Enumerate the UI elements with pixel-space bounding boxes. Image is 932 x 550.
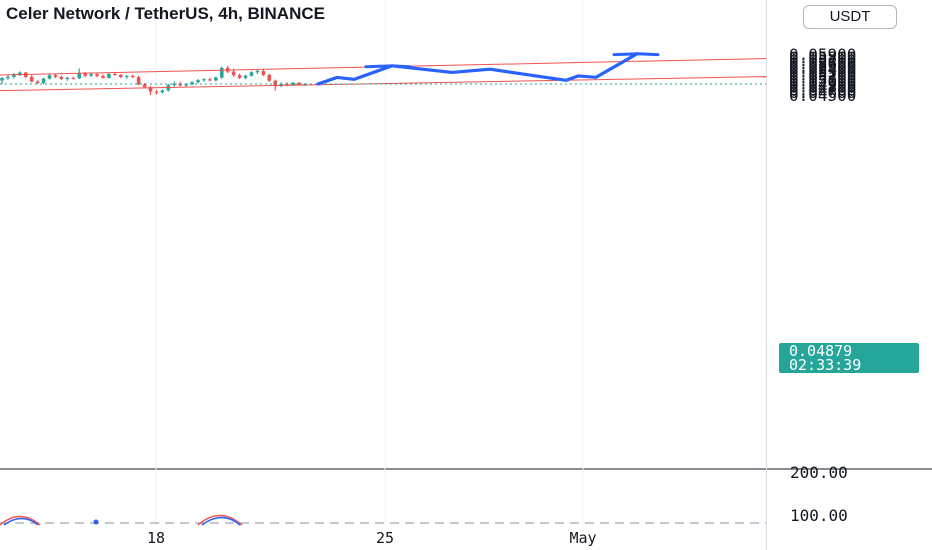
price-tick-label: 0.04500 — [789, 86, 856, 105]
candle-body — [107, 73, 111, 78]
time-tick-label: 25 — [376, 529, 394, 547]
candle-body — [291, 82, 295, 85]
candle-body — [12, 74, 16, 77]
candle-body — [273, 80, 278, 87]
candle-body — [219, 67, 224, 78]
candle-body — [178, 83, 182, 86]
candle-body — [190, 82, 194, 85]
candle-body — [237, 75, 242, 78]
candle-body — [29, 76, 34, 82]
price-tick-label: 0.04900 — [789, 74, 856, 93]
price-tick-label: 0.04600 — [789, 83, 856, 102]
time-axis[interactable]: 18 25 May — [147, 529, 597, 547]
candle-body — [214, 77, 218, 81]
time-tick-label: 18 — [147, 529, 165, 547]
candle-body — [136, 77, 141, 85]
candle-body — [231, 71, 236, 76]
channel-lower-line — [0, 76, 767, 92]
candle-body — [154, 91, 159, 93]
candle-body — [41, 78, 46, 84]
candle-body — [71, 77, 76, 79]
price-tick-label: 0.05100 — [789, 69, 856, 88]
candle-body — [255, 71, 260, 73]
price-tick-label: 0.05900 — [789, 45, 856, 64]
indicator-pane — [0, 514, 766, 526]
candle-body — [130, 76, 135, 78]
candle-body — [184, 84, 188, 86]
indicator-wave-left — [0, 515, 41, 526]
time-tick-label: May — [569, 529, 596, 547]
last-price-value: 0.04879 — [789, 342, 853, 360]
price-tick-label: 0.04800 — [789, 77, 856, 96]
price-tick-label: 0.04700 — [789, 80, 856, 99]
price-tick-label: 0.05800 — [789, 48, 856, 67]
candle-body — [65, 77, 70, 79]
candle-body — [59, 76, 64, 79]
candle-body — [113, 73, 117, 75]
axis-divider — [766, 0, 767, 550]
candle-body — [77, 72, 82, 79]
candle-body — [243, 75, 248, 78]
candle-body — [249, 72, 254, 76]
indicator-wave-mid — [197, 514, 243, 526]
candlestick-series — [0, 66, 307, 96]
candle-body — [95, 74, 99, 77]
currency-button[interactable]: USDT — [803, 5, 897, 29]
candle-body — [261, 71, 266, 75]
candle-body — [0, 78, 4, 81]
candle-body — [142, 84, 147, 88]
candle-body — [267, 74, 272, 81]
indicator-axis: 200.00 100.00 — [790, 463, 848, 525]
candle-body — [285, 83, 289, 85]
candle-body — [297, 82, 301, 85]
candle-body — [53, 75, 58, 77]
candle-body — [160, 90, 165, 93]
candle-body — [202, 79, 206, 81]
candle-body — [208, 79, 212, 81]
indicator-wave-mid-2 — [201, 516, 241, 526]
indicator-tick-label: 100.00 — [790, 506, 848, 525]
projection-arrow-head — [612, 52, 660, 57]
candle-body — [6, 76, 10, 79]
candle-body — [172, 83, 177, 86]
price-tick-label: 0.05400 — [789, 60, 856, 79]
price-tick-label: 0.05200 — [789, 66, 856, 85]
candle-body — [124, 76, 129, 78]
price-tick-label: 0.05700 — [789, 51, 856, 70]
candle-body — [196, 80, 200, 83]
price-axis[interactable]: 0.059000.058000.057000.056000.055000.054… — [789, 45, 856, 105]
indicator-tick-label: 200.00 — [790, 463, 848, 482]
candle-body — [18, 72, 22, 75]
indicator-wave-left-2 — [3, 517, 39, 526]
price-tick-label: 0.05300 — [789, 63, 856, 82]
projection-path — [316, 52, 660, 86]
price-tick-label: 0.05500 — [789, 57, 856, 76]
candle-body — [89, 74, 93, 76]
chart-title: Celer Network / TetherUS, 4h, BINANCE — [6, 4, 325, 23]
indicator-dot — [93, 519, 99, 525]
candle-body — [101, 76, 105, 78]
price-tick-label: 0.05000 — [789, 71, 856, 90]
projection-line — [316, 52, 639, 86]
last-price-tag: 0.04879 02:33:39 — [779, 343, 919, 373]
candle-body — [303, 83, 307, 85]
candle-body — [35, 81, 40, 84]
countdown-timer: 02:33:39 — [789, 356, 862, 374]
price-tick-label: 0.05600 — [789, 54, 856, 73]
candle-body — [148, 87, 153, 92]
candle-body — [83, 72, 87, 76]
candle-body — [47, 75, 52, 79]
projection-peak-cap — [364, 64, 412, 69]
candle-body — [119, 74, 123, 77]
